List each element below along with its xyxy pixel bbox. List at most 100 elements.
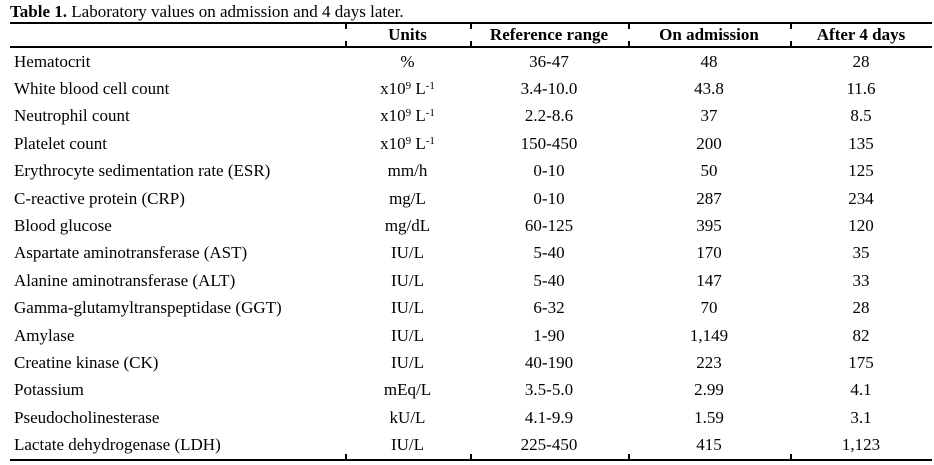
reference-range-cell: 3.4-10.0 bbox=[520, 79, 578, 99]
on-admission-cell: 287 bbox=[696, 188, 722, 208]
on-admission-cell: 1.59 bbox=[694, 407, 724, 427]
table-row: Aspartate aminotransferase (AST) IU/L 5-… bbox=[10, 240, 932, 267]
units-cell: x109 L-1 bbox=[345, 79, 470, 99]
column-border-tick bbox=[345, 454, 347, 459]
after-4-days-cell: 234 bbox=[848, 188, 874, 208]
units-cell: mEq/L bbox=[345, 380, 470, 400]
parameter-cell: Lactate dehydrogenase (LDH) bbox=[14, 435, 221, 455]
parameter-cell: White blood cell count bbox=[14, 79, 170, 99]
reference-range-cell: 0-10 bbox=[533, 161, 565, 181]
reference-range-cell: 36-47 bbox=[529, 51, 569, 71]
on-admission-cell: 415 bbox=[696, 435, 722, 455]
parameter-cell: Erythrocyte sedimentation rate (ESR) bbox=[14, 161, 271, 181]
units-cell: IU/L bbox=[345, 243, 470, 263]
after-4-days-cell: 120 bbox=[848, 216, 874, 236]
after-4-days-cell: 125 bbox=[848, 161, 874, 181]
on-admission-cell: 170 bbox=[696, 243, 722, 263]
parameter-cell: Amylase bbox=[14, 325, 75, 345]
parameter-cell: Aspartate aminotransferase (AST) bbox=[14, 243, 248, 263]
after-4-days-cell: 135 bbox=[848, 133, 874, 153]
units-text: mEq/L bbox=[383, 380, 432, 400]
after-4-days-cell: 8.5 bbox=[850, 106, 872, 126]
reference-range-cell: 0-10 bbox=[533, 188, 565, 208]
units-cell: mm/h bbox=[345, 161, 470, 181]
units-text: x10 bbox=[380, 133, 406, 153]
units-text: x10 bbox=[380, 79, 406, 99]
units-cell: mg/dL bbox=[345, 216, 470, 236]
table-row: White blood cell count x109 L-1 3.4-10.0… bbox=[10, 75, 932, 102]
header-on-admission: On admission bbox=[659, 25, 759, 44]
reference-range-cell: 2.2-8.6 bbox=[524, 106, 574, 126]
units-text: kU/L bbox=[389, 407, 426, 427]
on-admission-cell: 37 bbox=[700, 106, 718, 126]
units-text: % bbox=[400, 51, 415, 71]
units-text: IU/L bbox=[390, 298, 425, 318]
units-text: x10 bbox=[380, 106, 406, 126]
on-admission-cell: 50 bbox=[700, 161, 718, 181]
column-border-tick bbox=[790, 24, 792, 29]
parameter-cell: Pseudocholinesterase bbox=[14, 407, 160, 427]
table-row: Lactate dehydrogenase (LDH) IU/L 225-450… bbox=[10, 431, 932, 458]
units-text: IU/L bbox=[390, 352, 425, 372]
units-text: IU/L bbox=[390, 243, 425, 263]
column-border-tick bbox=[470, 454, 472, 459]
table-caption-label: Table 1. bbox=[10, 2, 68, 21]
column-border-tick bbox=[345, 24, 347, 29]
table-row: Gamma-glutamyltranspeptidase (GGT) IU/L … bbox=[10, 295, 932, 322]
reference-range-cell: 4.1-9.9 bbox=[524, 407, 574, 427]
units-cell: IU/L bbox=[345, 435, 470, 455]
after-4-days-cell: 28 bbox=[852, 298, 870, 318]
parameter-cell: Creatine kinase (CK) bbox=[14, 352, 159, 372]
column-border-tick bbox=[345, 41, 347, 46]
reference-range-cell: 5-40 bbox=[533, 270, 565, 290]
units-text: L bbox=[411, 133, 426, 153]
table-caption: Table 1. Laboratory values on admission … bbox=[10, 2, 404, 22]
parameter-cell: Blood glucose bbox=[14, 216, 112, 236]
on-admission-cell: 200 bbox=[696, 133, 722, 153]
table-row: Pseudocholinesterase kU/L 4.1-9.9 1.59 3… bbox=[10, 404, 932, 431]
units-cell: % bbox=[345, 52, 470, 72]
header-after-4-days: After 4 days bbox=[816, 25, 906, 44]
table-header-row: Units Reference range On admission After… bbox=[10, 24, 932, 48]
table-row: Creatine kinase (CK) IU/L 40-190 223 175 bbox=[10, 349, 932, 376]
reference-range-cell: 5-40 bbox=[533, 243, 565, 263]
reference-range-cell: 6-32 bbox=[533, 298, 565, 318]
header-reference-range: Reference range bbox=[489, 25, 609, 44]
on-admission-cell: 2.99 bbox=[694, 380, 724, 400]
reference-range-cell: 1-90 bbox=[533, 325, 565, 345]
after-4-days-cell: 11.6 bbox=[846, 79, 876, 99]
units-cell: IU/L bbox=[345, 326, 470, 346]
table-row: Erythrocyte sedimentation rate (ESR) mm/… bbox=[10, 158, 932, 185]
units-text: mg/dL bbox=[384, 216, 431, 236]
lab-values-table: Units Reference range On admission After… bbox=[10, 22, 932, 461]
units-superscript: -1 bbox=[425, 80, 435, 93]
table-row: Blood glucose mg/dL 60-125 395 120 bbox=[10, 212, 932, 239]
units-cell: x109 L-1 bbox=[345, 134, 470, 154]
column-border-tick bbox=[790, 41, 792, 46]
column-border-tick bbox=[628, 24, 630, 29]
reference-range-cell: 40-190 bbox=[524, 352, 574, 372]
units-cell: x109 L-1 bbox=[345, 106, 470, 126]
parameter-cell: Alanine aminotransferase (ALT) bbox=[14, 270, 236, 290]
column-border-tick bbox=[628, 41, 630, 46]
reference-range-cell: 3.5-5.0 bbox=[524, 380, 574, 400]
reference-range-cell: 225-450 bbox=[520, 435, 578, 455]
units-text: IU/L bbox=[390, 270, 425, 290]
units-text: mm/h bbox=[387, 161, 428, 181]
table-row: Amylase IU/L 1-90 1,149 82 bbox=[10, 322, 932, 349]
parameter-cell: Potassium bbox=[14, 380, 84, 400]
parameter-cell: Hematocrit bbox=[14, 51, 91, 71]
on-admission-cell: 1,149 bbox=[689, 325, 729, 345]
units-text: L bbox=[411, 79, 426, 99]
after-4-days-cell: 28 bbox=[852, 51, 870, 71]
after-4-days-cell: 3.1 bbox=[850, 407, 872, 427]
table-row: Neutrophil count x109 L-1 2.2-8.6 37 8.5 bbox=[10, 103, 932, 130]
column-border-tick bbox=[470, 41, 472, 46]
after-4-days-cell: 82 bbox=[852, 325, 870, 345]
after-4-days-cell: 4.1 bbox=[850, 380, 872, 400]
column-border-tick bbox=[470, 24, 472, 29]
reference-range-cell: 150-450 bbox=[520, 133, 578, 153]
on-admission-cell: 395 bbox=[696, 216, 722, 236]
parameter-cell: Neutrophil count bbox=[14, 106, 130, 126]
